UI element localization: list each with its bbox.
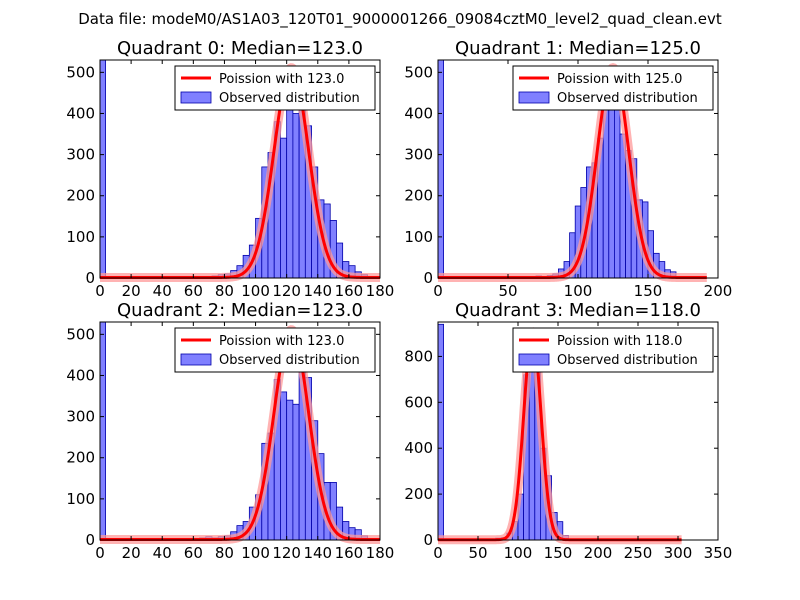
panel-quadrant-0: 0 20 40 60 80 100 120 140 160 180 010020030040050… bbox=[66, 38, 394, 300]
y-tick-label: 300 bbox=[404, 146, 433, 164]
x-tick-label: 140 bbox=[303, 282, 332, 300]
histogram-bar bbox=[286, 399, 294, 541]
histogram-bar bbox=[614, 96, 621, 279]
x-tick-label: 250 bbox=[624, 544, 653, 562]
y-tick-label: 500 bbox=[66, 63, 95, 81]
plot-frame bbox=[99, 321, 381, 541]
histogram-bar bbox=[619, 133, 626, 279]
y-tick-label: 500 bbox=[66, 325, 95, 343]
plot-frame bbox=[437, 321, 719, 541]
y-tick-label: 0 bbox=[85, 269, 95, 287]
x-tick-label: 20 bbox=[122, 282, 141, 300]
figure-suptitle: Data file: modeM0/AS1A03_120T01_90000012… bbox=[78, 10, 722, 29]
plot-frame bbox=[99, 59, 381, 279]
legend-line-label: Poission with 125.0 bbox=[557, 72, 682, 87]
legend-bar-swatch bbox=[518, 91, 550, 104]
x-tick-label: 40 bbox=[153, 282, 172, 300]
x-tick-label: 200 bbox=[584, 544, 613, 562]
x-tick-label: 300 bbox=[664, 544, 693, 562]
y-tick-label: 200 bbox=[66, 449, 95, 467]
legend-bars-label: Observed distribution bbox=[219, 91, 360, 106]
x-tick-label: 50 bbox=[498, 282, 517, 300]
x-tick-label: 160 bbox=[335, 544, 364, 562]
x-tick-label: 140 bbox=[303, 544, 332, 562]
panel-quadrant-1: 0 50 100 150 200 0 100 200 300 400 500 Quadrant 1… bbox=[404, 38, 732, 300]
x-tick-label: 60 bbox=[184, 282, 203, 300]
y-tick-label: 0 bbox=[423, 531, 433, 549]
x-tick-label: 180 bbox=[366, 282, 395, 300]
histogram-bar bbox=[292, 403, 300, 541]
legend-bar-swatch bbox=[518, 353, 550, 366]
legend-bars-label: Observed distribution bbox=[219, 353, 360, 368]
legend-line-label: Poission with 123.0 bbox=[219, 334, 344, 349]
legend-bars-label: Observed distribution bbox=[557, 91, 698, 106]
histogram-bar bbox=[99, 59, 106, 279]
x-tick-label: 150 bbox=[544, 544, 573, 562]
legend: Poission with 123.0 Observed distributio… bbox=[174, 327, 376, 373]
x-tick-label: 100 bbox=[241, 282, 270, 300]
x-tick-label: 50 bbox=[468, 544, 487, 562]
panel-quadrant-3: 0 50 100 150 200 250 300 350 0 200 400 600 800 Quad… bbox=[404, 300, 732, 562]
y-tick-label: 100 bbox=[66, 490, 95, 508]
legend: Poission with 125.0 Observed distributio… bbox=[512, 65, 714, 111]
x-tick-label: 160 bbox=[335, 282, 364, 300]
x-tick-label: 0 bbox=[95, 282, 105, 300]
y-tick-label: 200 bbox=[66, 187, 95, 205]
y-tick-label: 300 bbox=[66, 146, 95, 164]
x-tick-label: 20 bbox=[122, 544, 141, 562]
legend-line-label: Poission with 118.0 bbox=[557, 334, 682, 349]
y-tick-label: 0 bbox=[423, 269, 433, 287]
legend-box bbox=[512, 327, 714, 373]
panel-title: Quadrant 3: Median=118.0 bbox=[455, 300, 701, 321]
panel-title: Quadrant 2: Median=123.0 bbox=[117, 300, 363, 321]
histogram-bar bbox=[280, 137, 288, 279]
panel-title: Quadrant 0: Median=123.0 bbox=[117, 38, 363, 59]
x-tick-label: 80 bbox=[215, 544, 234, 562]
histogram-bar bbox=[280, 391, 288, 541]
legend: Poission with 123.0 Observed distributio… bbox=[174, 65, 376, 111]
histogram-bar bbox=[292, 113, 300, 279]
y-tick-label: 200 bbox=[404, 485, 433, 503]
x-tick-label: 120 bbox=[272, 282, 301, 300]
y-tick-label: 300 bbox=[66, 408, 95, 426]
histogram-bar bbox=[99, 321, 106, 541]
y-tick-label: 500 bbox=[404, 63, 433, 81]
legend-bar-swatch bbox=[180, 91, 212, 104]
panel-quadrant-2: 0 20 40 60 80 100 120 140 160 180 010020030040050… bbox=[66, 300, 394, 562]
y-tick-label: 100 bbox=[404, 228, 433, 246]
histogram-bar bbox=[437, 59, 444, 279]
x-tick-label: 100 bbox=[564, 282, 593, 300]
x-tick-label: 180 bbox=[366, 544, 395, 562]
y-tick-label: 400 bbox=[404, 104, 433, 122]
legend: Poission with 118.0 Observed distributio… bbox=[512, 327, 714, 373]
y-tick-label: 100 bbox=[66, 228, 95, 246]
x-tick-label: 0 bbox=[95, 544, 105, 562]
legend-bar-swatch bbox=[180, 353, 212, 366]
panel-title: Quadrant 1: Median=125.0 bbox=[455, 38, 701, 59]
x-tick-label: 60 bbox=[184, 544, 203, 562]
y-tick-label: 400 bbox=[66, 366, 95, 384]
y-tick-label: 400 bbox=[66, 104, 95, 122]
x-tick-label: 0 bbox=[433, 282, 443, 300]
y-tick-label: 200 bbox=[404, 187, 433, 205]
y-tick-label: 400 bbox=[404, 439, 433, 457]
x-tick-label: 100 bbox=[504, 544, 533, 562]
legend-bars-label: Observed distribution bbox=[557, 353, 698, 368]
y-tick-label: 600 bbox=[404, 393, 433, 411]
x-tick-label: 0 bbox=[433, 544, 443, 562]
x-tick-label: 80 bbox=[215, 282, 234, 300]
x-tick-label: 150 bbox=[634, 282, 663, 300]
x-tick-label: 200 bbox=[704, 282, 733, 300]
y-tick-label: 0 bbox=[85, 531, 95, 549]
x-tick-label: 100 bbox=[241, 544, 270, 562]
x-tick-label: 350 bbox=[704, 544, 733, 562]
legend-line-label: Poission with 123.0 bbox=[219, 72, 344, 87]
x-tick-label: 120 bbox=[272, 544, 301, 562]
y-tick-label: 800 bbox=[404, 347, 433, 365]
x-tick-label: 40 bbox=[153, 544, 172, 562]
